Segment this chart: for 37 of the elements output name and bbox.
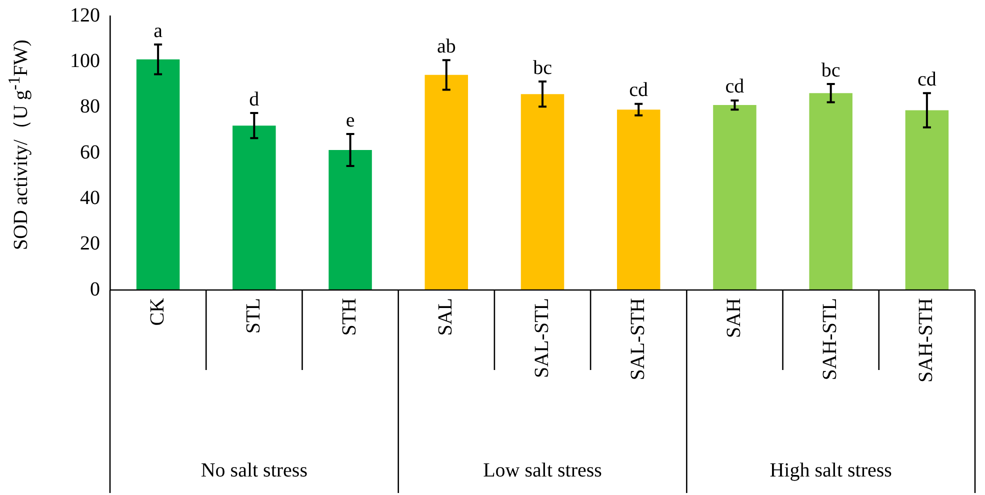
x-tick-label: SAL-STL <box>530 298 553 378</box>
bar <box>905 110 949 290</box>
text: High salt stress <box>770 459 892 482</box>
bar <box>232 126 276 290</box>
y-tick-label: 100 <box>70 50 100 72</box>
bar <box>136 59 180 290</box>
bar <box>713 105 756 290</box>
data-label: cd <box>725 76 744 98</box>
x-tick-label: SAH-STL <box>819 298 842 380</box>
text: No salt stress <box>200 459 308 482</box>
data-label: bc <box>533 56 552 79</box>
y-tick-label: 60 <box>80 141 100 164</box>
data-label: d <box>249 88 260 110</box>
x-tick-label: SAL-STH <box>626 298 649 380</box>
data-label: a <box>154 20 163 42</box>
bar <box>328 150 372 290</box>
y-tick-label: 80 <box>80 96 100 118</box>
bar <box>809 93 852 290</box>
y-tick-label: 120 <box>70 4 100 26</box>
data-label: ab <box>436 35 456 58</box>
bar <box>520 94 564 290</box>
data-label: bc <box>821 59 840 82</box>
y-tick-label: 0 <box>90 278 100 300</box>
data-label: cd <box>918 68 936 90</box>
text: Low salt stress <box>483 459 602 482</box>
x-tick-label: SAH <box>722 298 745 338</box>
x-tick-label: SAH-STH <box>915 298 938 382</box>
x-tick-label: STH <box>338 298 361 336</box>
x-tick-label: SAL <box>434 298 457 336</box>
y-tick-label: 40 <box>80 186 100 209</box>
bar <box>616 110 660 290</box>
data-label: e <box>346 109 355 132</box>
data-label: cd <box>629 79 648 102</box>
y-tick-label: 20 <box>80 232 100 255</box>
x-tick-label: STL <box>242 298 264 334</box>
x-tick-label: CK <box>146 297 168 326</box>
bar <box>424 74 468 290</box>
